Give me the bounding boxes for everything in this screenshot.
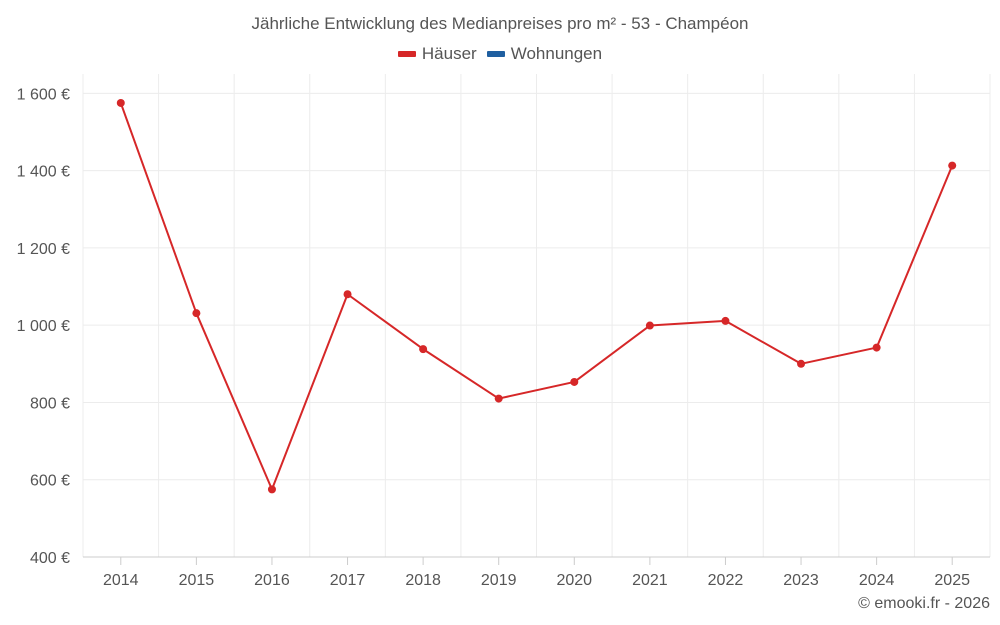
data-point (645, 321, 654, 330)
legend-item-houses[interactable]: Häuser (397, 44, 477, 64)
data-point (797, 359, 806, 368)
legend-item-apartments[interactable]: Wohnungen (486, 44, 603, 64)
data-point (419, 345, 428, 354)
x-tick-label: 2014 (103, 572, 139, 589)
data-point (570, 377, 579, 386)
x-tick-label: 2019 (481, 572, 517, 589)
y-tick-label: 600 € (30, 473, 70, 490)
legend-label-houses: Häuser (421, 44, 477, 63)
x-tick-label: 2021 (632, 572, 668, 589)
x-tick-label: 2015 (179, 572, 215, 589)
x-tick-label: 2023 (783, 572, 819, 589)
legend-swatch-apartments (486, 51, 505, 57)
series-line (119, 102, 954, 491)
chart-title: Jährliche Entwicklung des Medianpreises … (251, 14, 749, 33)
data-point (267, 485, 276, 494)
x-tick-label: 2022 (708, 572, 744, 589)
data-point (192, 309, 201, 318)
x-tick-label: 2018 (405, 572, 441, 589)
y-tick-label: 1 400 € (17, 164, 70, 181)
data-point (948, 161, 957, 170)
y-tick-label: 1 000 € (17, 318, 70, 335)
data-point (721, 316, 730, 325)
data-point (343, 290, 352, 299)
x-tick-label: 2017 (330, 572, 366, 589)
y-tick-label: 400 € (30, 550, 70, 567)
x-tick-label: 2024 (859, 572, 895, 589)
y-tick-label: 800 € (30, 395, 70, 412)
x-tick-label: 2025 (934, 572, 970, 589)
x-tick-label: 2016 (254, 572, 290, 589)
chart-legend: Häuser Wohnungen (0, 44, 1000, 64)
x-tick-label: 2020 (556, 572, 592, 589)
y-tick-label: 1 200 € (17, 241, 70, 258)
data-point (872, 343, 881, 352)
data-point (116, 98, 125, 107)
legend-label-apartments: Wohnungen (510, 44, 603, 63)
credit-text: © emooki.fr - 2026 (858, 595, 990, 612)
data-point (494, 394, 503, 403)
legend-swatch-houses (397, 51, 416, 57)
y-tick-label: 1 600 € (17, 86, 70, 103)
